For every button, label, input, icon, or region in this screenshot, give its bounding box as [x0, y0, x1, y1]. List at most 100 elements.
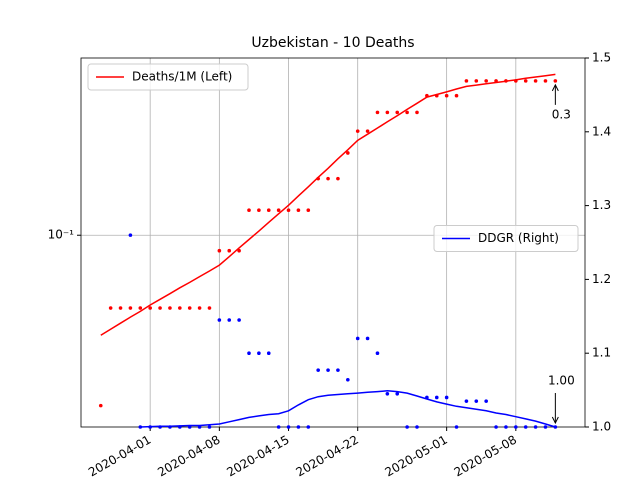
data-point — [237, 248, 241, 253]
y2-tick-label: 1.3 — [592, 198, 611, 212]
data-point — [187, 425, 192, 429]
x-tick-label: 2020-05-01 — [382, 433, 449, 480]
annotation-arrowhead — [551, 83, 559, 92]
y2-tick-label: 1.1 — [592, 346, 611, 360]
data-point — [504, 79, 508, 83]
data-point — [375, 110, 380, 115]
data-point — [543, 79, 548, 83]
data-point — [296, 425, 301, 429]
data-point — [266, 351, 271, 356]
data-point — [514, 425, 518, 429]
data-point — [444, 93, 449, 98]
y2-tick-label: 1.0 — [592, 420, 611, 434]
data-point — [346, 377, 350, 382]
legend-label: Deaths/1M (Left) — [132, 70, 232, 84]
data-point — [543, 425, 548, 429]
data-point — [178, 306, 182, 310]
legend-box — [433, 225, 579, 252]
data-point — [484, 399, 488, 403]
x-tick-label: 2020-04-01 — [86, 433, 153, 480]
x-tick-label: 2020-04-15 — [224, 433, 291, 480]
data-point — [405, 425, 409, 429]
data-point — [316, 368, 320, 372]
data-point — [326, 368, 330, 372]
data-point — [286, 208, 291, 212]
data-point — [464, 79, 469, 83]
data-point — [296, 208, 301, 212]
data-point — [464, 399, 469, 403]
data-point — [178, 425, 182, 429]
data-point — [474, 79, 479, 83]
data-point — [158, 425, 162, 429]
data-point — [207, 425, 212, 429]
data-point — [553, 425, 558, 429]
legend-label: DDGR (Right) — [478, 231, 559, 245]
data-point — [128, 233, 133, 237]
data-point — [514, 79, 518, 83]
data-point — [138, 425, 143, 429]
data-point — [247, 208, 251, 212]
data-point — [217, 248, 222, 253]
data-point — [148, 306, 152, 310]
data-point — [168, 306, 172, 310]
data-point — [257, 208, 261, 212]
data-point — [415, 110, 419, 115]
data-point — [494, 425, 498, 429]
data-point — [484, 79, 488, 83]
data-point — [257, 351, 261, 356]
data-point — [425, 395, 429, 400]
annotation: 1.00 — [548, 374, 575, 388]
legend-box — [87, 63, 249, 91]
data-point — [553, 79, 558, 83]
data-point — [365, 336, 370, 341]
plot-frame — [80, 57, 586, 428]
data-point — [217, 318, 222, 322]
data-point — [533, 425, 538, 429]
annotation: 0.3 — [552, 107, 571, 121]
legend: Deaths/1M (Left) — [87, 63, 249, 91]
data-point — [148, 425, 152, 429]
data-point — [266, 208, 271, 212]
y2-tick-label: 1.5 — [592, 51, 611, 65]
data-point — [395, 391, 400, 396]
data-point — [454, 425, 459, 429]
data-point — [434, 93, 439, 98]
data-point — [533, 79, 538, 83]
data-point — [128, 306, 133, 310]
y2-tick-label: 1.4 — [592, 124, 611, 138]
series-line — [140, 390, 556, 428]
data-point — [197, 425, 202, 429]
data-point — [168, 425, 172, 429]
data-point — [336, 368, 340, 372]
y-tick-label: 10⁻¹ — [48, 228, 75, 242]
data-point — [118, 306, 123, 310]
data-point — [336, 176, 340, 181]
data-point — [425, 93, 429, 98]
data-point — [355, 336, 360, 341]
data-point — [207, 306, 212, 310]
data-point — [444, 395, 449, 400]
data-point — [365, 129, 370, 133]
data-point — [326, 176, 330, 181]
data-point — [108, 306, 113, 310]
data-point — [504, 425, 508, 429]
data-point — [286, 425, 291, 429]
data-point — [415, 425, 419, 429]
data-point — [454, 93, 459, 98]
data-point — [227, 318, 232, 322]
data-point — [187, 306, 192, 310]
x-tick-label: 2020-05-08 — [452, 433, 519, 480]
data-point — [237, 318, 241, 322]
data-point — [276, 208, 281, 212]
data-point — [247, 351, 251, 356]
data-point — [306, 208, 311, 212]
chart-title: Uzbekistan - 10 Deaths — [251, 35, 414, 51]
data-point — [306, 425, 311, 429]
data-point — [316, 176, 320, 181]
data-point — [346, 151, 350, 155]
data-point — [434, 395, 439, 400]
y2-tick-label: 1.2 — [592, 272, 611, 286]
data-point — [523, 425, 528, 429]
data-point — [385, 391, 390, 396]
x-tick-label: 2020-04-22 — [294, 433, 361, 480]
